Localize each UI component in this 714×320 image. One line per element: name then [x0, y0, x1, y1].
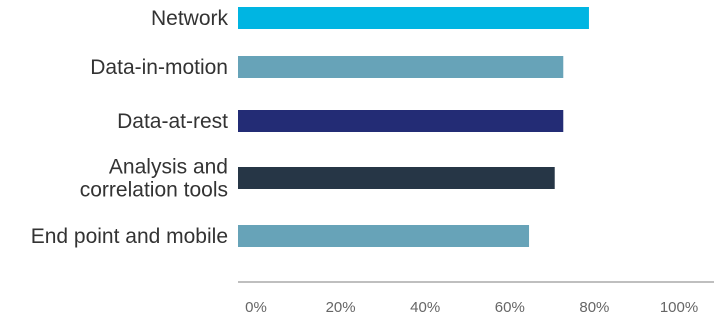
category-label: End point and mobile [31, 225, 228, 248]
x-tick-label: 40% [410, 299, 440, 316]
x-tick-label: 0% [245, 299, 267, 316]
bar [238, 110, 564, 132]
x-tick-label: 80% [579, 299, 609, 316]
x-tick-label: 20% [326, 299, 356, 316]
x-tick-label: 100% [660, 299, 698, 316]
bar [238, 56, 564, 78]
x-tick-label: 60% [495, 299, 525, 316]
category-label: Data-in-motion [90, 56, 228, 79]
x-tick-labels: 0% 20% 40% 60% 80% 100% [245, 299, 698, 316]
category-label: Data-at-rest [117, 110, 228, 133]
category-label: Analysis and correlation tools [80, 156, 228, 202]
bar [238, 225, 530, 247]
category-label: Network [151, 7, 229, 30]
bar [238, 167, 555, 189]
bar [238, 7, 589, 29]
category-labels: Network Data-in-motion Data-at-rest Analysi… [31, 7, 229, 248]
bars-group [238, 7, 589, 247]
